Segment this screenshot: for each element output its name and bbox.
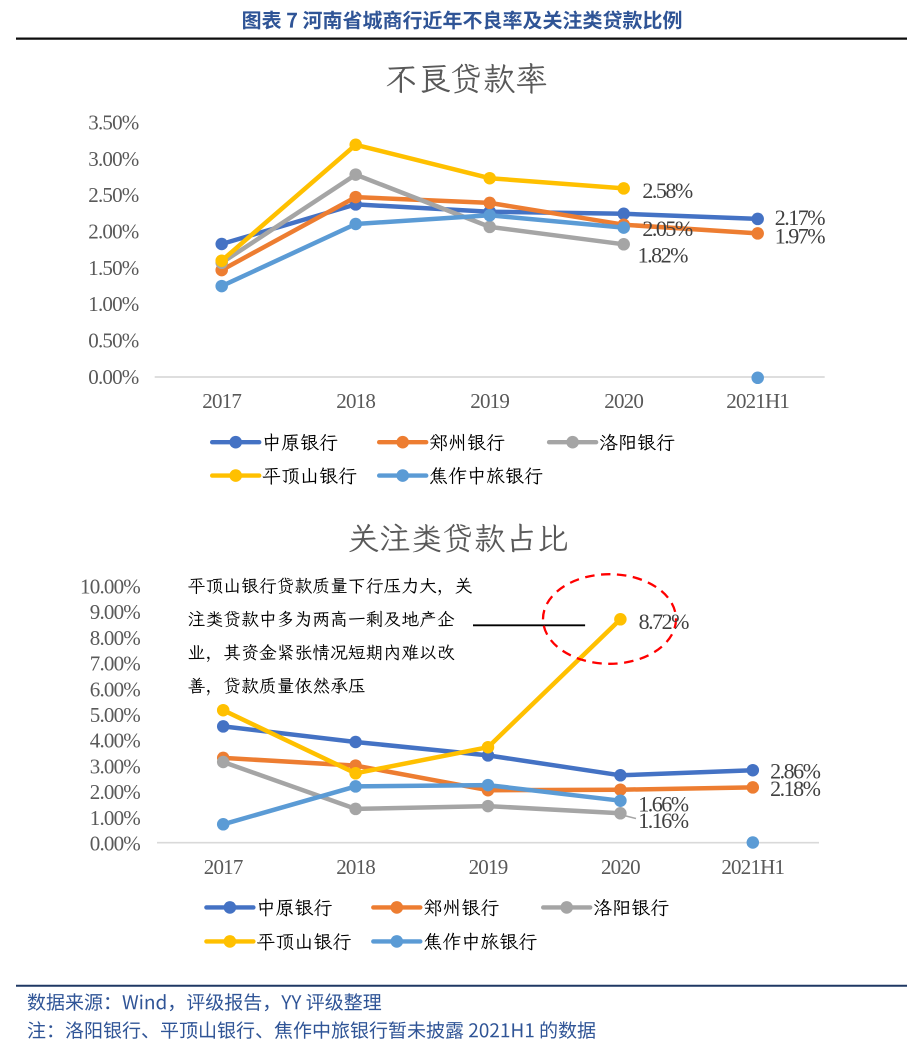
svg-text:1.00%: 1.00% <box>90 806 141 830</box>
svg-text:9.00%: 9.00% <box>90 600 141 624</box>
svg-text:10.00%: 10.00% <box>80 574 140 598</box>
svg-text:2020: 2020 <box>601 855 640 879</box>
svg-text:1.97%: 1.97% <box>775 224 826 249</box>
svg-text:0.00%: 0.00% <box>88 365 139 389</box>
svg-text:2017: 2017 <box>202 389 241 413</box>
svg-text:2.50%: 2.50% <box>88 183 139 207</box>
svg-text:3.50%: 3.50% <box>88 111 139 135</box>
svg-text:2019: 2019 <box>469 855 508 879</box>
svg-text:2.86%: 2.86% <box>770 758 821 783</box>
svg-text:2.00%: 2.00% <box>90 780 141 804</box>
svg-text:1.00%: 1.00% <box>88 292 139 316</box>
svg-text:6.00%: 6.00% <box>90 677 141 701</box>
svg-text:7.00%: 7.00% <box>90 652 141 676</box>
svg-text:8.00%: 8.00% <box>90 626 141 650</box>
svg-text:2021H1: 2021H1 <box>726 389 789 413</box>
svg-text:2018: 2018 <box>336 855 375 879</box>
svg-text:2.00%: 2.00% <box>88 219 139 243</box>
svg-text:2.58%: 2.58% <box>642 178 693 203</box>
svg-text:1.16%: 1.16% <box>638 808 689 833</box>
svg-text:2.05%: 2.05% <box>642 216 693 241</box>
svg-text:2017: 2017 <box>204 855 243 879</box>
svg-text:2.18%: 2.18% <box>770 776 821 801</box>
svg-text:1.82%: 1.82% <box>638 243 689 268</box>
svg-text:1.66%: 1.66% <box>638 791 689 816</box>
svg-text:2020: 2020 <box>604 389 643 413</box>
svg-text:2.17%: 2.17% <box>775 205 826 230</box>
svg-text:3.00%: 3.00% <box>90 754 141 778</box>
svg-text:2018: 2018 <box>336 389 375 413</box>
svg-text:0.00%: 0.00% <box>90 832 141 856</box>
svg-text:0.50%: 0.50% <box>88 328 139 352</box>
svg-text:2021H1: 2021H1 <box>721 855 784 879</box>
svg-text:1.50%: 1.50% <box>88 256 139 280</box>
svg-text:2019: 2019 <box>470 389 509 413</box>
svg-text:5.00%: 5.00% <box>90 703 141 727</box>
svg-text:8.72%: 8.72% <box>639 609 690 634</box>
svg-text:3.00%: 3.00% <box>88 147 139 171</box>
svg-text:4.00%: 4.00% <box>90 729 141 753</box>
